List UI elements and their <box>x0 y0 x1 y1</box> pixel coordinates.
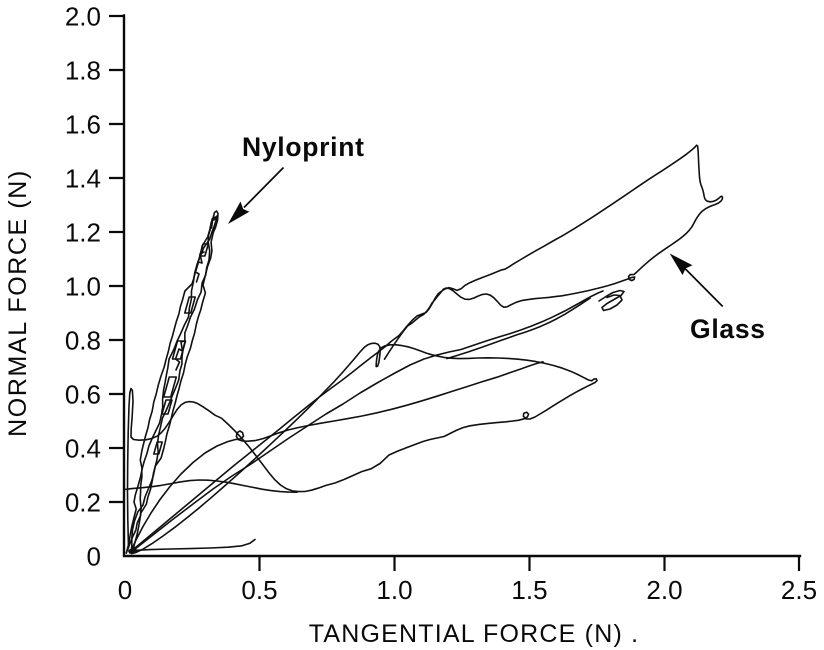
svg-text:0.4: 0.4 <box>65 434 101 464</box>
svg-text:0: 0 <box>87 542 101 572</box>
svg-text:0.8: 0.8 <box>65 326 101 356</box>
svg-text:1.0: 1.0 <box>376 575 412 605</box>
svg-text:0: 0 <box>118 575 132 605</box>
svg-text:Nyloprint: Nyloprint <box>242 132 365 162</box>
svg-text:1.0: 1.0 <box>65 272 101 302</box>
svg-text:1.6: 1.6 <box>65 110 101 140</box>
svg-text:2.0: 2.0 <box>65 2 101 32</box>
svg-text:1.2: 1.2 <box>65 218 101 248</box>
svg-text:0.5: 0.5 <box>241 575 277 605</box>
svg-text:0.6: 0.6 <box>65 380 101 410</box>
svg-text:1.4: 1.4 <box>65 164 101 194</box>
svg-text:NORMAL FORCE (N): NORMAL FORCE (N) <box>4 169 32 437</box>
svg-text:TANGENTIAL FORCE (N) .: TANGENTIAL FORCE (N) . <box>309 620 640 648</box>
svg-text:2.0: 2.0 <box>646 575 682 605</box>
svg-text:1.5: 1.5 <box>511 575 547 605</box>
svg-text:0.2: 0.2 <box>65 488 101 518</box>
svg-text:Glass: Glass <box>690 314 766 344</box>
svg-text:2.5: 2.5 <box>781 575 817 605</box>
svg-text:1.8: 1.8 <box>65 56 101 86</box>
